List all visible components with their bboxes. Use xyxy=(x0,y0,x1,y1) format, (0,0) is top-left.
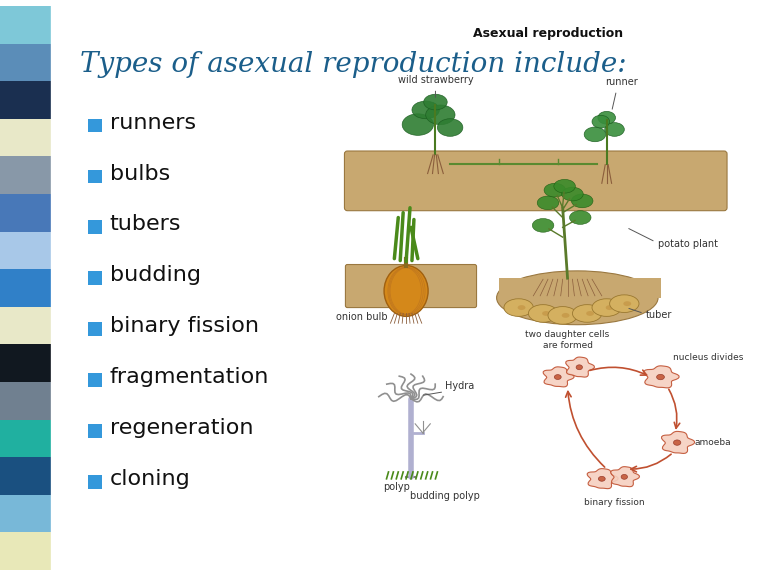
Ellipse shape xyxy=(586,311,594,316)
Ellipse shape xyxy=(384,266,428,316)
Bar xyxy=(0,269,51,307)
Text: binary fission: binary fission xyxy=(584,498,645,507)
Text: bulbs: bulbs xyxy=(110,164,170,184)
Ellipse shape xyxy=(572,305,602,322)
Text: cloning: cloning xyxy=(110,469,190,489)
Ellipse shape xyxy=(598,111,615,124)
Ellipse shape xyxy=(561,313,570,318)
Ellipse shape xyxy=(532,218,554,232)
Ellipse shape xyxy=(537,196,559,210)
Ellipse shape xyxy=(604,123,624,137)
Text: Asexual reproduction: Asexual reproduction xyxy=(473,26,623,40)
Ellipse shape xyxy=(610,295,639,312)
Bar xyxy=(88,475,102,488)
Polygon shape xyxy=(661,431,694,453)
Text: potato plant: potato plant xyxy=(657,239,717,249)
Ellipse shape xyxy=(402,114,433,135)
Text: Hydra: Hydra xyxy=(445,381,475,391)
Bar xyxy=(88,221,102,234)
Bar xyxy=(0,232,51,269)
Text: wild strawberry: wild strawberry xyxy=(398,74,473,85)
Ellipse shape xyxy=(497,271,658,325)
Polygon shape xyxy=(566,357,594,377)
Ellipse shape xyxy=(438,119,463,137)
Ellipse shape xyxy=(570,211,591,225)
Bar xyxy=(0,157,51,194)
Text: two daughter cells
are formed: two daughter cells are formed xyxy=(525,329,610,350)
Polygon shape xyxy=(611,467,640,487)
Ellipse shape xyxy=(576,365,582,370)
Bar xyxy=(88,424,102,438)
Text: regeneration: regeneration xyxy=(110,418,253,438)
Ellipse shape xyxy=(544,183,565,197)
Ellipse shape xyxy=(548,306,578,324)
Bar xyxy=(88,119,102,132)
Text: tubers: tubers xyxy=(110,214,181,234)
Ellipse shape xyxy=(518,305,525,310)
Ellipse shape xyxy=(624,301,631,306)
Ellipse shape xyxy=(621,475,627,479)
Text: Types of asexual reproduction include:: Types of asexual reproduction include: xyxy=(80,51,627,78)
Ellipse shape xyxy=(571,194,593,208)
Ellipse shape xyxy=(424,94,447,110)
Text: onion bulb: onion bulb xyxy=(336,312,388,323)
Polygon shape xyxy=(543,367,574,387)
Bar xyxy=(0,194,51,232)
Text: runner: runner xyxy=(605,77,637,88)
Bar xyxy=(0,344,51,382)
Ellipse shape xyxy=(561,187,583,201)
Bar xyxy=(0,532,51,570)
Polygon shape xyxy=(588,469,618,488)
Text: fragmentation: fragmentation xyxy=(110,367,269,387)
Bar xyxy=(88,322,102,336)
Ellipse shape xyxy=(554,374,561,380)
Ellipse shape xyxy=(542,311,550,316)
Ellipse shape xyxy=(584,127,606,142)
Bar xyxy=(0,457,51,495)
Ellipse shape xyxy=(554,179,575,193)
Ellipse shape xyxy=(592,299,621,316)
Text: binary fission: binary fission xyxy=(110,316,259,336)
Ellipse shape xyxy=(674,440,680,445)
Bar xyxy=(0,495,51,532)
Bar xyxy=(88,271,102,285)
Polygon shape xyxy=(644,366,679,388)
FancyBboxPatch shape xyxy=(344,151,727,211)
Text: nucleus divides: nucleus divides xyxy=(674,353,743,362)
Bar xyxy=(0,307,51,344)
Ellipse shape xyxy=(592,115,610,128)
Ellipse shape xyxy=(528,305,558,322)
Bar xyxy=(0,382,51,419)
Bar xyxy=(88,169,102,183)
Ellipse shape xyxy=(598,476,605,482)
Text: amoeba: amoeba xyxy=(695,438,731,447)
FancyBboxPatch shape xyxy=(346,264,477,308)
Bar xyxy=(499,278,660,298)
Ellipse shape xyxy=(657,374,664,380)
Ellipse shape xyxy=(425,105,455,124)
Bar xyxy=(88,373,102,387)
Ellipse shape xyxy=(504,299,533,316)
Bar xyxy=(0,81,51,119)
Bar xyxy=(0,119,51,157)
Text: budding: budding xyxy=(110,266,200,285)
Ellipse shape xyxy=(412,101,439,119)
Text: tuber: tuber xyxy=(646,310,672,320)
Ellipse shape xyxy=(606,305,614,310)
Bar xyxy=(0,419,51,457)
Bar xyxy=(0,6,51,44)
Text: budding polyp: budding polyp xyxy=(410,491,480,501)
Text: runners: runners xyxy=(110,113,196,132)
Bar xyxy=(0,44,51,81)
Text: polyp: polyp xyxy=(383,482,410,491)
